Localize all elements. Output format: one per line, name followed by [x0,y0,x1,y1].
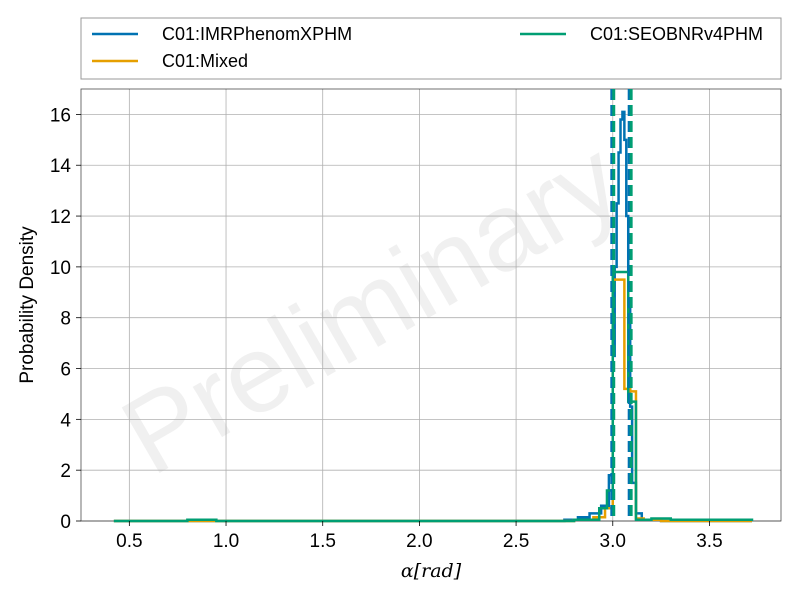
watermark-text: Preliminary [102,117,640,499]
y-tick-label: 12 [50,207,71,228]
legend-label-2: C01:Mixed [162,51,248,71]
x-axis-label: α[rad] [401,560,462,582]
x-tick-label: 1.0 [213,531,239,552]
y-tick-label: 6 [60,360,71,381]
legend-entries: C01:IMRPhenomXPHM C01:Mixed C01:SEOBNRv4PH… [92,24,763,71]
y-tick-label: 10 [50,258,71,279]
series-line-1 [113,110,752,523]
y-tick-label: 14 [50,156,72,177]
legend-label-3: C01:SEOBNRv4PHM [590,24,763,44]
x-axis: 0.5 1.0 1.5 2.0 2.5 3.0 3.5 [116,521,723,552]
y-tick-label: 0 [60,512,71,533]
x-tick-label: 3.5 [696,531,722,552]
y-tick-label: 2 [60,461,71,482]
legend [80,17,782,80]
credible-interval-lines [610,89,633,521]
x-tick-label: 2.5 [503,531,529,552]
y-axis: 0 2 4 6 8 10 12 14 16 [50,105,81,533]
y-tick-label: 16 [50,105,71,126]
x-tick-label: 0.5 [116,531,142,552]
y-tick-label: 8 [60,309,71,330]
y-tick-label: 4 [60,410,71,431]
legend-label-1: C01:IMRPhenomXPHM [162,24,352,44]
x-tick-label: 1.5 [310,531,336,552]
x-tick-label: 3.0 [600,531,626,552]
y-axis-label: Probability Density [17,226,38,384]
x-tick-label: 2.0 [406,531,432,552]
